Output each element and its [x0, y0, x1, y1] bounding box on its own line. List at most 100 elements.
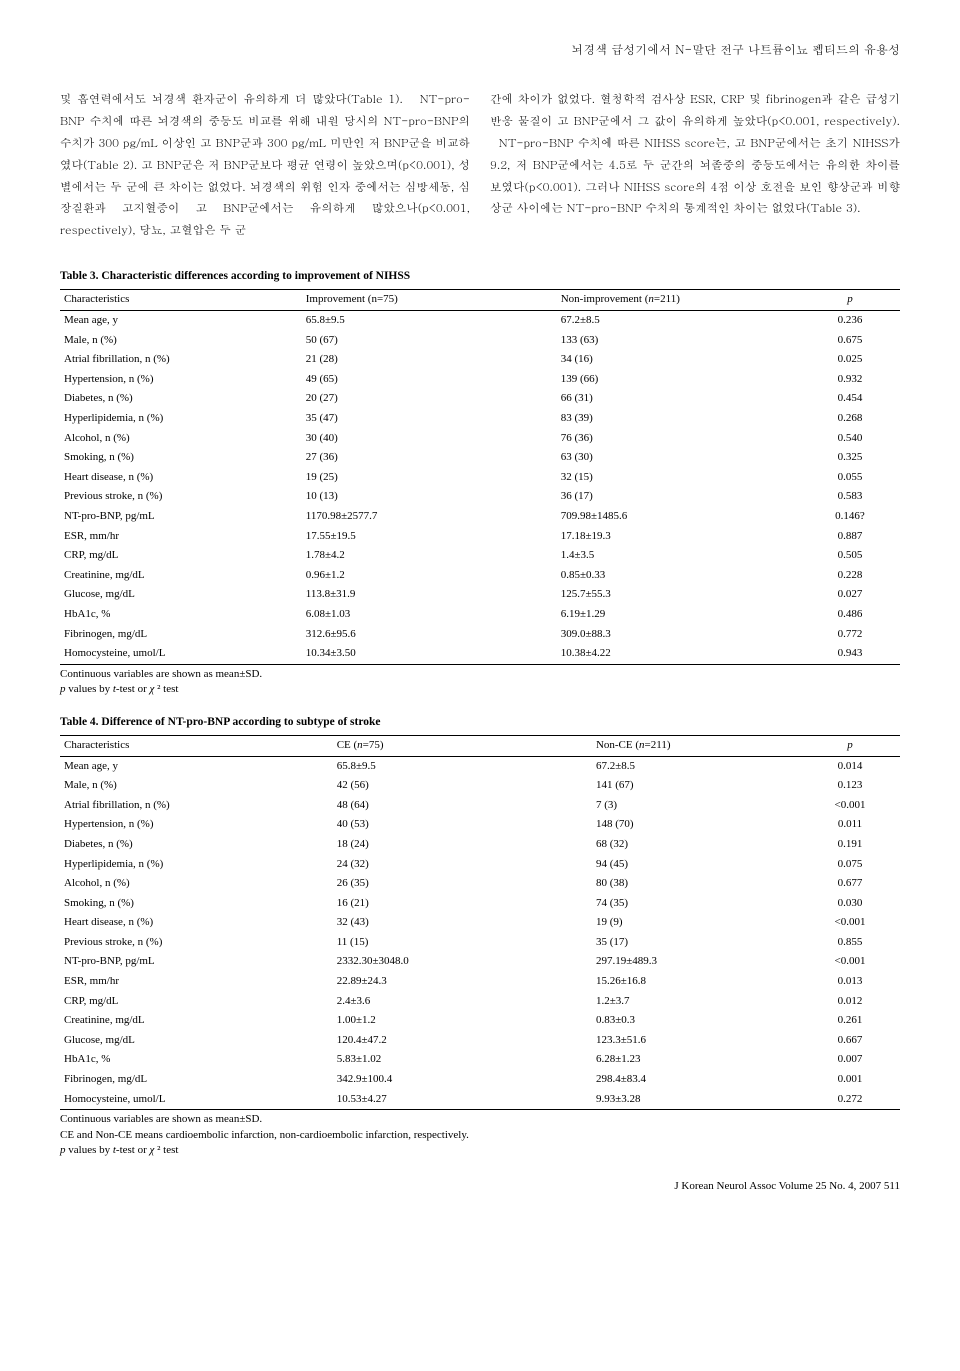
table3-cell: 312.6±95.6: [246, 625, 501, 645]
table4-cell: Diabetes, n (%): [60, 835, 277, 855]
table4-cell: 9.93±3.28: [536, 1090, 800, 1110]
table4-cell: 0.272: [800, 1090, 900, 1110]
table3-cell: 32 (15): [501, 468, 800, 488]
table3-cell: Glucose, mg/dL: [60, 585, 246, 605]
table-row: Previous stroke, n (%)11 (15)35 (17)0.85…: [60, 933, 900, 953]
table4-cell: 2332.30±3048.0: [277, 952, 536, 972]
table-row: CRP, mg/dL1.78±4.21.4±3.50.505: [60, 546, 900, 566]
table3-title: Table 3. Characteristic differences acco…: [60, 267, 900, 285]
table3-footer: Continuous variables are shown as mean±S…: [60, 667, 900, 698]
table3-cell: 0.85±0.33: [501, 566, 800, 586]
table4-cell: 65.8±9.5: [277, 756, 536, 776]
table3-cell: Creatinine, mg/dL: [60, 566, 246, 586]
table4-cell: 68 (32): [536, 835, 800, 855]
table3-cell: 0.505: [800, 546, 900, 566]
table4-cell: 342.9±100.4: [277, 1070, 536, 1090]
table4-body: Mean age, y65.8±9.567.2±8.50.014Male, n …: [60, 756, 900, 1110]
table4-cell: 26 (35): [277, 874, 536, 894]
table4-cell: Hypertension, n (%): [60, 815, 277, 835]
table4-cell: 123.3±51.6: [536, 1031, 800, 1051]
table4-cell: 18 (24): [277, 835, 536, 855]
table3-h3: p: [800, 290, 900, 311]
table4-cell: 0.011: [800, 815, 900, 835]
table4-cell: 32 (43): [277, 913, 536, 933]
table4-cell: 7 (3): [536, 796, 800, 816]
table3-cell: 10 (13): [246, 487, 501, 507]
table3-cell: 19 (25): [246, 468, 501, 488]
table4-cell: 42 (56): [277, 776, 536, 796]
table-row: Hyperlipidemia, n (%)24 (32)94 (45)0.075: [60, 855, 900, 875]
table4-h1: CE (n=75): [277, 735, 536, 756]
table3-cell: 1.78±4.2: [246, 546, 501, 566]
table-row: Atrial fibrillation, n (%)21 (28)34 (16)…: [60, 350, 900, 370]
table4-cell: 0.075: [800, 855, 900, 875]
table3-cell: 27 (36): [246, 448, 501, 468]
table-row: HbA1c, %6.08±1.036.19±1.290.486: [60, 605, 900, 625]
table-row: HbA1c, %5.83±1.026.28±1.230.007: [60, 1050, 900, 1070]
table3-cell: 67.2±8.5: [501, 311, 800, 331]
table4-cell: 297.19±489.3: [536, 952, 800, 972]
table3-cell: 709.98±1485.6: [501, 507, 800, 527]
table3-cell: 0.268: [800, 409, 900, 429]
table4-cell: 16 (21): [277, 894, 536, 914]
table-row: Alcohol, n (%)26 (35)80 (38)0.677: [60, 874, 900, 894]
table3-cell: 309.0±88.3: [501, 625, 800, 645]
table3-cell: 0.025: [800, 350, 900, 370]
table-row: Smoking, n (%)16 (21)74 (35)0.030: [60, 894, 900, 914]
table3-cell: 133 (63): [501, 331, 800, 351]
table4-cell: 22.89±24.3: [277, 972, 536, 992]
table4-cell: 0.261: [800, 1011, 900, 1031]
table3-cell: Previous stroke, n (%): [60, 487, 246, 507]
table3-cell: Heart disease, n (%): [60, 468, 246, 488]
table4-cell: 0.667: [800, 1031, 900, 1051]
table3-cell: 0.540: [800, 429, 900, 449]
table4-h0: Characteristics: [60, 735, 277, 756]
table4-cell: 15.26±16.8: [536, 972, 800, 992]
table-row: Hypertension, n (%)49 (65)139 (66)0.932: [60, 370, 900, 390]
table-row: Creatinine, mg/dL1.00±1.20.83±0.30.261: [60, 1011, 900, 1031]
table-row: Homocysteine, umol/L10.53±4.279.93±3.280…: [60, 1090, 900, 1110]
table-row: Male, n (%)50 (67)133 (63)0.675: [60, 331, 900, 351]
table3-cell: 0.932: [800, 370, 900, 390]
table4-cell: HbA1c, %: [60, 1050, 277, 1070]
table4-cell: <0.001: [800, 952, 900, 972]
table4-cell: Male, n (%): [60, 776, 277, 796]
table3-header-row: Characteristics Improvement (n=75) Non-i…: [60, 290, 900, 311]
table4-cell: CRP, mg/dL: [60, 992, 277, 1012]
page-footer: J Korean Neurol Assoc Volume 25 No. 4, 2…: [60, 1178, 900, 1196]
table4-cell: Previous stroke, n (%): [60, 933, 277, 953]
table3-cell: Male, n (%): [60, 331, 246, 351]
table3-cell: 0.583: [800, 487, 900, 507]
table-row: Heart disease, n (%)19 (25)32 (15)0.055: [60, 468, 900, 488]
table-row: Hypertension, n (%)40 (53)148 (70)0.011: [60, 815, 900, 835]
table4-h2: Non-CE (n=211): [536, 735, 800, 756]
table3-cell: Fibrinogen, mg/dL: [60, 625, 246, 645]
table-row: Glucose, mg/dL113.8±31.9125.7±55.30.027: [60, 585, 900, 605]
table3-cell: 0.887: [800, 527, 900, 547]
table3-cell: 0.675: [800, 331, 900, 351]
table4-cell: Mean age, y: [60, 756, 277, 776]
table3-cell: 21 (28): [246, 350, 501, 370]
table4-footer: Continuous variables are shown as mean±S…: [60, 1112, 900, 1158]
table3-cell: Atrial fibrillation, n (%): [60, 350, 246, 370]
table4-h3: p: [800, 735, 900, 756]
table4-cell: 35 (17): [536, 933, 800, 953]
table3-cell: Hyperlipidemia, n (%): [60, 409, 246, 429]
table-row: Male, n (%)42 (56)141 (67)0.123: [60, 776, 900, 796]
table3-cell: 49 (65): [246, 370, 501, 390]
table-row: Fibrinogen, mg/dL342.9±100.4298.4±83.40.…: [60, 1070, 900, 1090]
table3-cell: 20 (27): [246, 389, 501, 409]
table4-cell: 67.2±8.5: [536, 756, 800, 776]
table3-cell: 17.55±19.5: [246, 527, 501, 547]
table4-cell: 0.013: [800, 972, 900, 992]
table3-cell: 63 (30): [501, 448, 800, 468]
table4-cell: 148 (70): [536, 815, 800, 835]
table3-cell: 34 (16): [501, 350, 800, 370]
table3-cell: 125.7±55.3: [501, 585, 800, 605]
running-title: 뇌경색 급성기에서 N-말단 전구 나트륨이뇨 펩티드의 유용성: [60, 40, 900, 59]
table3-cell: 0.943: [800, 644, 900, 664]
table-row: Fibrinogen, mg/dL312.6±95.6309.0±88.30.7…: [60, 625, 900, 645]
table3-cell: Mean age, y: [60, 311, 246, 331]
table3-cell: 50 (67): [246, 331, 501, 351]
table4-cell: 0.191: [800, 835, 900, 855]
